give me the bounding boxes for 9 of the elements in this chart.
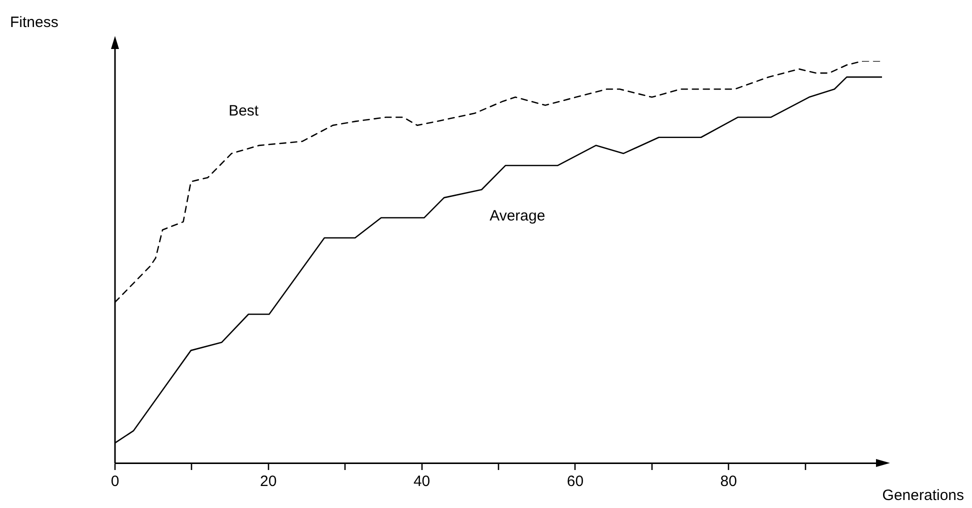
x-axis-title: Generations bbox=[882, 487, 964, 504]
x-tick-label: 40 bbox=[413, 473, 430, 490]
series-label: Best bbox=[228, 102, 260, 120]
x-tick-label: 80 bbox=[720, 473, 737, 490]
series-label: Average bbox=[490, 208, 546, 225]
x-tick-label: 20 bbox=[260, 473, 277, 490]
y-axis-title: Fitness bbox=[10, 14, 58, 31]
x-tick-label: 60 bbox=[566, 473, 584, 490]
x-tick-label: 0 bbox=[110, 473, 120, 490]
